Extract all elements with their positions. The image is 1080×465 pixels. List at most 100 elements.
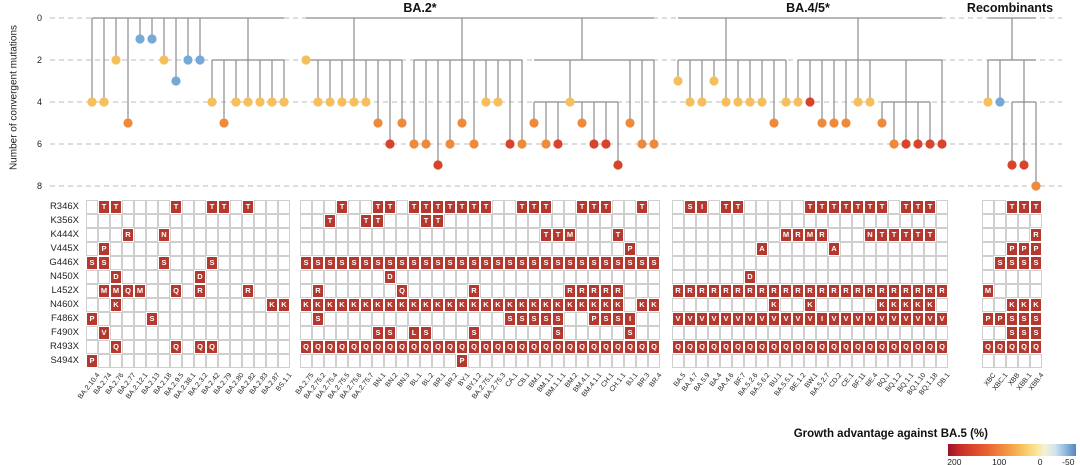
heatmap-cell [86, 326, 98, 340]
heatmap-cell: T [732, 200, 744, 214]
heatmap-cell: K [564, 298, 576, 312]
heatmap-cell [182, 298, 194, 312]
heatmap-cell: S [528, 256, 540, 270]
heatmap-cell: R [888, 284, 900, 298]
heatmap-cell [612, 200, 624, 214]
heatmap-cell [278, 312, 290, 326]
heatmap-cell [300, 354, 312, 368]
heatmap-cell: M [564, 228, 576, 242]
heatmap-cell [732, 242, 744, 256]
heatmap-cell [828, 270, 840, 284]
heatmap-cell [384, 228, 396, 242]
heatmap-cell [504, 200, 516, 214]
heatmap-cell [98, 298, 110, 312]
heatmap-cell: R [600, 284, 612, 298]
heatmap-cell [708, 326, 720, 340]
heatmap-cell [324, 312, 336, 326]
heatmap-cell: N [864, 228, 876, 242]
heatmap-cell [396, 312, 408, 326]
heatmap-cell: Q [504, 340, 516, 354]
variant-dot [361, 97, 371, 107]
heatmap-cell [194, 256, 206, 270]
heatmap-cell: Q [792, 340, 804, 354]
heatmap-cell: S [504, 312, 516, 326]
mutation-row-label: K444X [50, 229, 79, 240]
heatmap-cell [194, 242, 206, 256]
heatmap-cell: T [218, 200, 230, 214]
heatmap-cell: P [982, 312, 994, 326]
variant-dot [769, 118, 779, 128]
heatmap-cell [744, 354, 756, 368]
heatmap-cell: S [384, 256, 396, 270]
heatmap-cell: S [98, 256, 110, 270]
heatmap-cell [218, 340, 230, 354]
variant-dot [637, 139, 647, 149]
heatmap-cell [182, 312, 194, 326]
heatmap-cell [504, 242, 516, 256]
heatmap-cell: T [840, 200, 852, 214]
heatmap-cell [348, 312, 360, 326]
heatmap-cell: S [396, 256, 408, 270]
heatmap-cell [158, 354, 170, 368]
heatmap-cell [936, 354, 948, 368]
heatmap-cell [444, 270, 456, 284]
heatmap-cell [528, 354, 540, 368]
heatmap-cell [408, 242, 420, 256]
heatmap-cell: T [552, 228, 564, 242]
heatmap-cell [828, 298, 840, 312]
variant-dot [829, 118, 839, 128]
heatmap-cell [744, 326, 756, 340]
heatmap-cell [324, 242, 336, 256]
heatmap-cell: Q [828, 340, 840, 354]
heatmap-cell: V [768, 312, 780, 326]
heatmap-cell: I [816, 312, 828, 326]
heatmap-cell [588, 242, 600, 256]
heatmap-cell [480, 354, 492, 368]
heatmap-cell [242, 242, 254, 256]
heatmap-cell: V [828, 312, 840, 326]
heatmap-cell [254, 200, 266, 214]
heatmap-cell [792, 298, 804, 312]
heatmap-cell [480, 312, 492, 326]
heatmap-cell [804, 214, 816, 228]
heatmap-cell [170, 242, 182, 256]
heatmap-cell: S [612, 256, 624, 270]
heatmap-cell: Q [348, 340, 360, 354]
heatmap-cell: V [696, 312, 708, 326]
heatmap-cell [852, 354, 864, 368]
variant-dot [171, 76, 181, 86]
heatmap-cell [254, 242, 266, 256]
heatmap-cell: T [888, 228, 900, 242]
heatmap-cell [994, 326, 1006, 340]
heatmap-cell [254, 312, 266, 326]
heatmap-cell: T [600, 200, 612, 214]
heatmap-cell: Q [336, 340, 348, 354]
heatmap-cell: V [924, 312, 936, 326]
heatmap-cell [720, 214, 732, 228]
heatmap-cell [876, 214, 888, 228]
heatmap-cell [218, 354, 230, 368]
heatmap-cell: Q [564, 340, 576, 354]
heatmap-cell [348, 284, 360, 298]
heatmap-cell: K [1030, 298, 1042, 312]
heatmap-cell [266, 214, 278, 228]
heatmap-cell [110, 326, 122, 340]
heatmap-cell: T [816, 200, 828, 214]
heatmap-cell [516, 326, 528, 340]
heatmap-cell [372, 270, 384, 284]
heatmap-cell [1030, 354, 1042, 368]
mutation-row-label: V445X [50, 243, 79, 254]
heatmap-cell [636, 312, 648, 326]
heatmap-cell [732, 326, 744, 340]
heatmap-cell: A [756, 242, 768, 256]
heatmap-cell [852, 228, 864, 242]
variant-dot [913, 139, 923, 149]
heatmap-cell: S [456, 256, 468, 270]
heatmap-cell: T [110, 200, 122, 214]
heatmap-cell: S [480, 256, 492, 270]
heatmap-cell [840, 214, 852, 228]
heatmap-cell: T [432, 214, 444, 228]
heatmap-cell [672, 242, 684, 256]
y-axis-label: Number of convergent mutations [8, 24, 20, 171]
heatmap-cell: S [348, 256, 360, 270]
